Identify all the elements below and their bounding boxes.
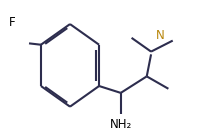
Text: NH₂: NH₂ (110, 118, 132, 131)
Text: F: F (9, 16, 15, 28)
Text: N: N (155, 29, 164, 42)
